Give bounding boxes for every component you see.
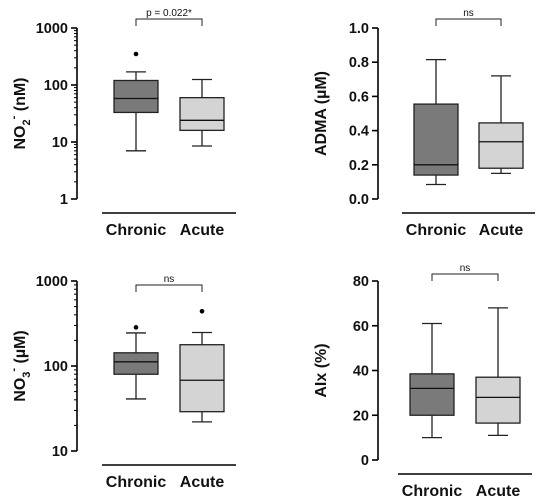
- y-tick-label: 10: [52, 444, 68, 460]
- y-tick-label: 10: [52, 135, 68, 151]
- panel-bottom-right: 0 20 40 60 80 AIx (%) Chronic Acute ns: [313, 263, 532, 498]
- y-tick-label: 1000: [36, 274, 68, 290]
- box-acute: Acute: [179, 78, 225, 239]
- bracket-line: [431, 273, 499, 281]
- y-tick-label: 1000: [36, 21, 68, 37]
- box-iqr: [478, 122, 524, 169]
- y-tick-label: 1: [60, 192, 68, 208]
- y-axis-label: NO2- (nM): [8, 78, 33, 150]
- y-axis-label: NO3- (µM): [8, 330, 33, 401]
- panel-bottom-left: 10 100 1000 NO3- (µM) Chronic Acute ns: [8, 274, 236, 491]
- box-chronic: Chronic: [106, 51, 167, 239]
- y-tick-label: 40: [353, 364, 369, 380]
- y-tick-label: 60: [353, 319, 369, 335]
- significance-bracket: ns: [435, 8, 502, 26]
- y-tick-label: 0: [361, 453, 369, 469]
- box-chronic: Chronic: [406, 58, 467, 239]
- outlier-point: [199, 309, 205, 314]
- box-chronic: Chronic: [402, 322, 463, 498]
- bracket-line: [135, 18, 203, 26]
- y-tick-label: 0.6: [349, 89, 369, 105]
- category-label: Chronic: [106, 474, 167, 491]
- y-tick-label: 80: [353, 274, 369, 290]
- y-tick-label: 100: [44, 359, 68, 375]
- outlier-point: [133, 325, 139, 330]
- significance-label: p = 0.022*: [146, 8, 192, 19]
- box-acute: Acute: [179, 309, 225, 491]
- panel-top-right: 0.0 0.2 0.4 0.6 0.8 1.0 ADMA (µM) Chronic Acute n…: [313, 8, 535, 239]
- significance-label: ns: [460, 263, 471, 274]
- significance-label: ns: [463, 8, 474, 19]
- box-iqr: [113, 352, 159, 375]
- category-label: Chronic: [406, 222, 467, 239]
- y-axis-label: ADMA (µM): [313, 71, 330, 156]
- category-label: Acute: [180, 474, 225, 491]
- y-tick-label: 0.8: [349, 55, 369, 71]
- category-label: Acute: [476, 483, 521, 498]
- y-tick-label: 0.0: [349, 192, 369, 208]
- bracket-line: [435, 18, 502, 26]
- box-iqr: [475, 376, 521, 424]
- box-acute: Acute: [478, 75, 524, 239]
- category-label: Acute: [180, 222, 225, 239]
- significance-bracket: ns: [431, 263, 499, 281]
- box-iqr: [179, 96, 225, 132]
- box-acute: Acute: [475, 307, 521, 498]
- y-tick-label: 100: [44, 78, 68, 94]
- significance-label: ns: [164, 274, 175, 285]
- category-label: Chronic: [402, 483, 463, 498]
- outlier-point: [133, 51, 139, 57]
- y-tick-label: 0.2: [349, 158, 369, 174]
- box-iqr: [179, 344, 225, 413]
- box-iqr: [113, 79, 159, 114]
- y-tick-label: 20: [353, 408, 369, 424]
- category-label: Chronic: [106, 222, 167, 239]
- panel-top-left: 1 10 100 1000 NO2- (nM) Chronic Acute p = 0.022…: [8, 8, 236, 239]
- significance-bracket: p = 0.022*: [135, 8, 203, 26]
- significance-bracket: ns: [135, 274, 203, 292]
- category-label: Acute: [479, 222, 524, 239]
- y-axis-label: AIx (%): [313, 343, 330, 397]
- box-iqr: [413, 103, 459, 176]
- y-tick-label: 0.4: [349, 124, 369, 140]
- y-tick-label: 1.0: [349, 21, 369, 37]
- bracket-line: [135, 284, 203, 292]
- box-chronic: Chronic: [106, 325, 167, 491]
- box-iqr: [409, 373, 455, 416]
